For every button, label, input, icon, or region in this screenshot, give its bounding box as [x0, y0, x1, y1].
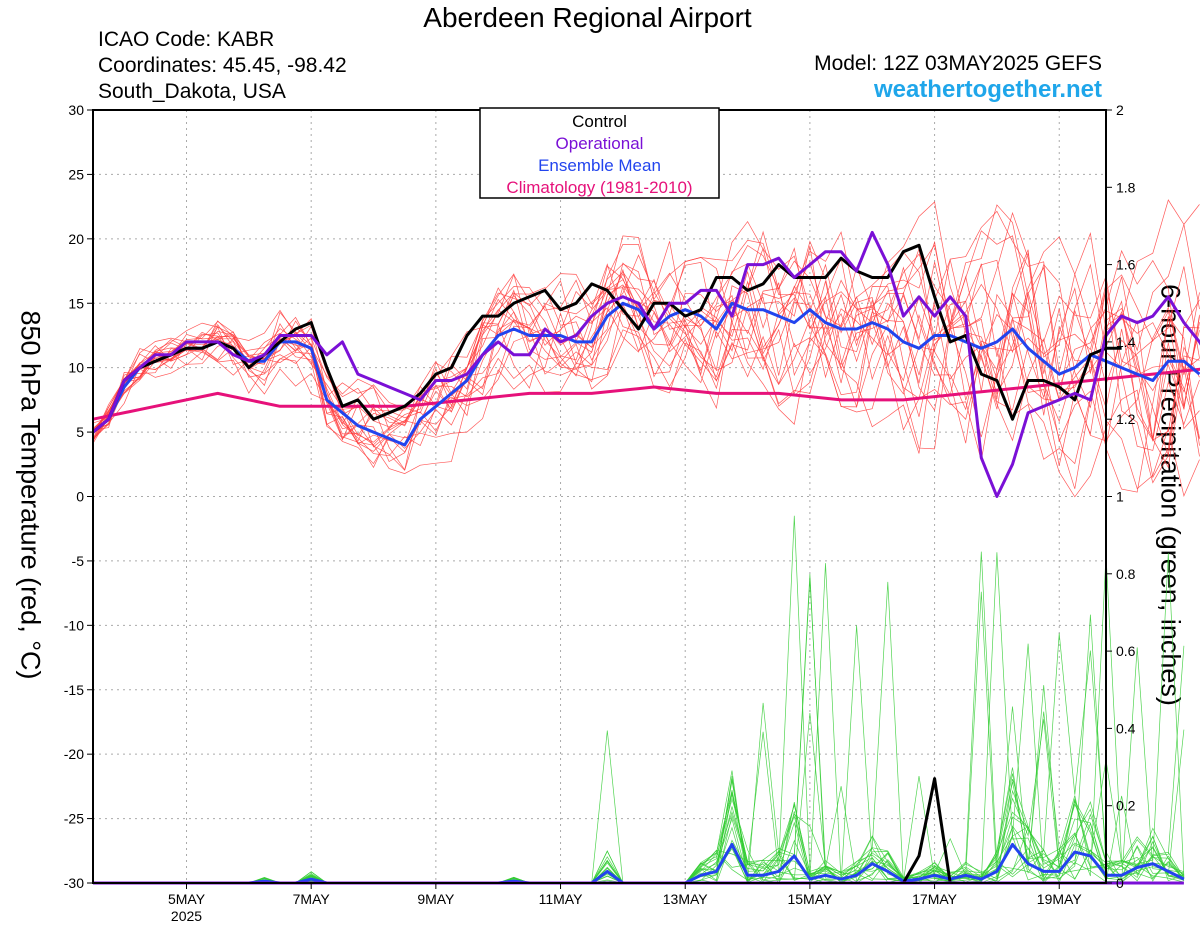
y2-tick-label: 1 [1116, 489, 1124, 505]
y-tick-label: -20 [64, 746, 84, 762]
y2-tick-label: 0.6 [1116, 643, 1136, 659]
x-tick-label: 17MAY [912, 891, 958, 907]
ensemble-precip-member [93, 555, 1184, 884]
x-tick-label: 7MAY [293, 891, 331, 907]
y2-tick-label: 1.8 [1116, 179, 1136, 195]
y-tick-label: -30 [64, 875, 84, 891]
legend-entry: Operational [556, 134, 644, 153]
y-tick-label: -25 [64, 811, 84, 827]
y2-tick-label: 1.2 [1116, 411, 1136, 427]
grid-lines [93, 110, 1106, 883]
legend-entry: Ensemble Mean [538, 156, 661, 175]
ensemble-precip-member [93, 516, 1184, 883]
axis-ticks: 302520151050-5-10-15-20-25-3021.81.61.41… [64, 102, 1136, 924]
y-tick-label: -15 [64, 682, 84, 698]
x-tick-label: 11MAY [539, 891, 583, 907]
y-tick-label: -10 [64, 617, 84, 633]
ensemble-precip-member [93, 731, 1184, 884]
legend: Control Operational Ensemble Mean Climatolo… [480, 108, 719, 198]
y2-tick-label: 0.8 [1116, 566, 1136, 582]
ensemble-precip-member [93, 644, 1184, 883]
legend-entry: Climatology (1981-2010) [506, 178, 692, 197]
ensemble-precip-member [93, 552, 1184, 883]
x-tick-label: 19MAY [1037, 891, 1083, 907]
y-tick-label: 20 [68, 231, 84, 247]
ensemble-precip-member [93, 646, 1184, 883]
y2-tick-label: 0 [1116, 875, 1124, 891]
y-tick-label: -5 [72, 553, 85, 569]
y2-tick-label: 1.4 [1116, 334, 1136, 350]
y2-tick-label: 2 [1116, 102, 1124, 118]
x-tick-label: 5MAY [168, 891, 206, 907]
ensemble-precip-member [93, 781, 1184, 883]
y2-tick-label: 0.2 [1116, 798, 1136, 814]
x-tick-label: 15MAY [787, 891, 833, 907]
legend-entry: Control [572, 112, 627, 131]
ensemble-precip-member [93, 615, 1184, 883]
y-tick-label: 15 [68, 295, 84, 311]
y-tick-label: 25 [68, 166, 84, 182]
ensemble-precip-member [93, 552, 1184, 883]
y-tick-label: 5 [76, 424, 84, 440]
y-tick-label: 10 [68, 360, 84, 376]
ensemble-members [93, 200, 1200, 883]
y2-tick-label: 1.6 [1116, 257, 1136, 273]
x-tick-label: 9MAY [417, 891, 455, 907]
meteogram-chart: 302520151050-5-10-15-20-25-3021.81.61.41… [0, 0, 1200, 927]
y-tick-label: 0 [76, 489, 84, 505]
y-tick-label: 30 [68, 102, 84, 118]
y2-tick-label: 0.4 [1116, 720, 1136, 736]
ensemble-precip-member [93, 647, 1184, 883]
x-tick-sublabel: 2025 [171, 908, 202, 924]
ensemble-precip-member [93, 553, 1184, 883]
x-tick-label: 13MAY [663, 891, 709, 907]
